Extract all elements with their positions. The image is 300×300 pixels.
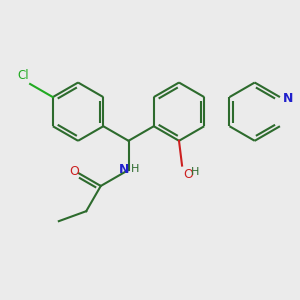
Text: N: N (282, 92, 293, 105)
Text: N: N (119, 163, 129, 176)
Text: Cl: Cl (17, 69, 28, 82)
Text: O: O (69, 165, 79, 178)
Text: H: H (191, 167, 199, 177)
Text: O: O (184, 168, 194, 181)
Text: H: H (131, 164, 140, 174)
